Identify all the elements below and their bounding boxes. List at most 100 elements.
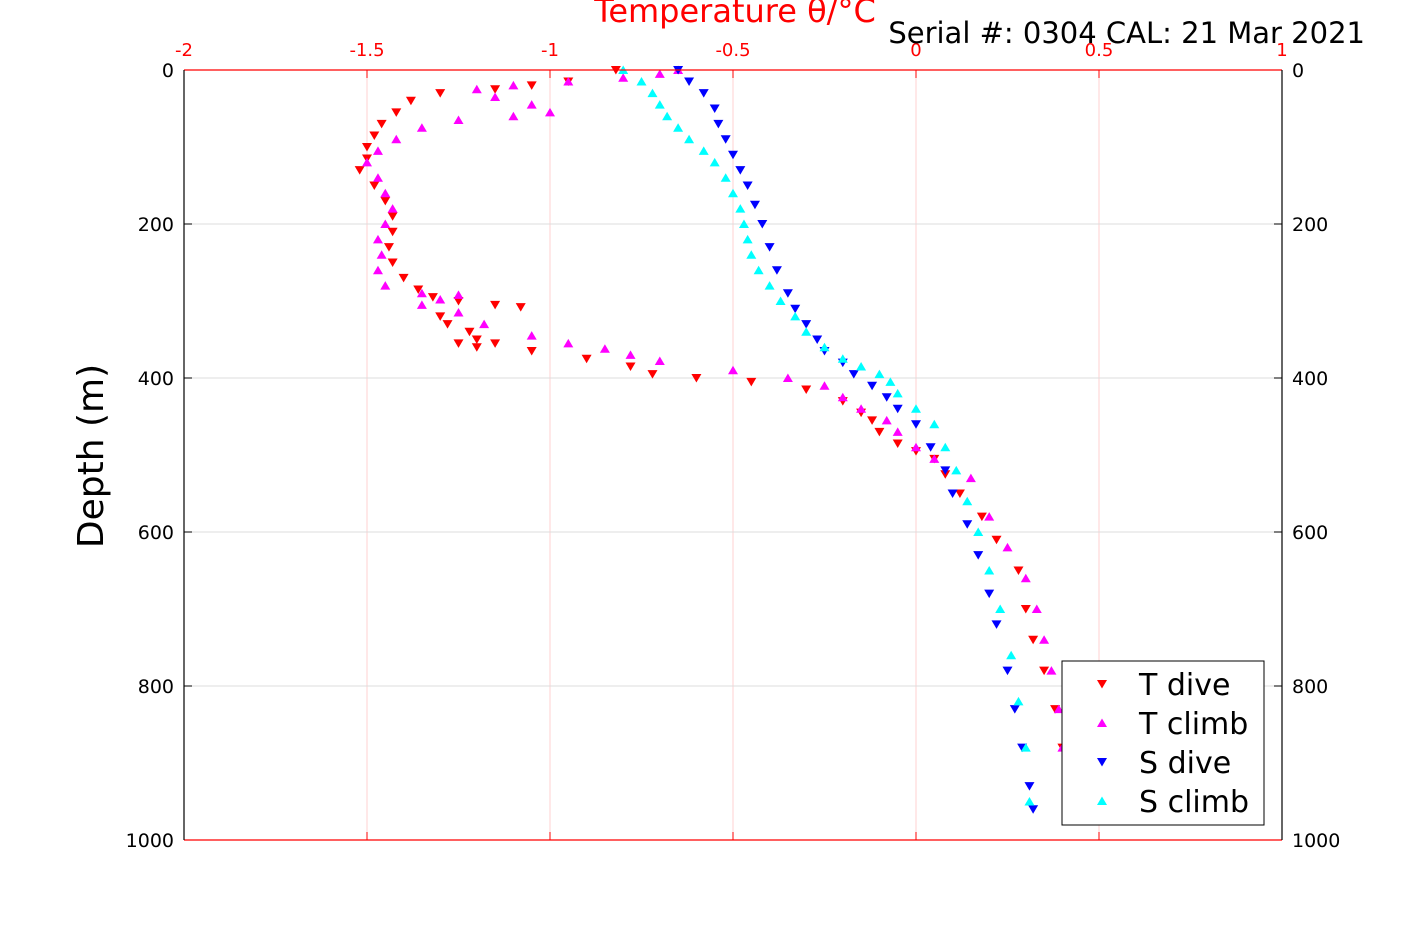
y-tick-label-left: 200 [138, 214, 174, 236]
s-dive-point [764, 243, 775, 252]
s-climb-point [764, 281, 775, 290]
s-climb-point [929, 419, 940, 429]
t-dive-point [625, 362, 636, 371]
t-climb-point [479, 319, 490, 329]
s-climb-point [1024, 797, 1035, 806]
t-climb-point [391, 134, 402, 144]
data-points [354, 65, 1068, 814]
s-dive-point [720, 135, 731, 144]
s-climb-point [728, 188, 738, 198]
x-tick-label: 1 [1276, 40, 1287, 61]
s-dive-point [771, 266, 782, 275]
t-dive-point [413, 285, 424, 294]
t-dive-point [976, 512, 987, 522]
t-dive-point [387, 227, 398, 237]
t-dive-point [442, 320, 453, 329]
t-climb-point [416, 123, 427, 132]
t-dive-point [490, 85, 501, 94]
y-tick-label-left: 0 [162, 60, 174, 82]
s-dive-point [881, 393, 892, 402]
t-climb-point [984, 512, 995, 521]
legend-box [1061, 660, 1265, 826]
t-climb-point [819, 381, 830, 390]
x-tick-label: -2 [175, 40, 193, 61]
t-dive-point [387, 258, 398, 267]
t-dive-point [746, 377, 757, 387]
s-climb-point [775, 296, 786, 305]
t-climb-point [892, 427, 903, 436]
t-dive-point [691, 374, 702, 383]
t-climb-point [490, 92, 501, 101]
t-dive-point [471, 335, 482, 344]
t-climb-point [380, 188, 391, 198]
legend: T dive T climb S dive S climb [1061, 660, 1265, 826]
t-dive-point [892, 439, 903, 448]
legend-label: S climb [1139, 785, 1249, 820]
s-climb-point [892, 388, 903, 398]
x-tick-label: -0.5 [715, 40, 750, 61]
t-climb-point [372, 173, 383, 182]
s-climb-point [801, 327, 812, 336]
s-climb-point [662, 111, 673, 121]
t-climb-point [376, 250, 387, 259]
t-climb-point [911, 442, 921, 452]
t-dive-point [405, 96, 416, 106]
s-dive-point [790, 304, 801, 314]
s-dive-point [1024, 782, 1035, 791]
t-dive-point [376, 119, 387, 129]
t-climb-point [654, 356, 665, 366]
t-climb-point [1053, 704, 1064, 714]
s-dive-point [684, 77, 695, 87]
x-tick-label: -1.5 [349, 40, 384, 61]
t-climb-point [453, 308, 464, 317]
s-dive-point [728, 150, 738, 160]
s-dive-point [962, 520, 973, 529]
t-dive-point [490, 339, 501, 348]
s-climb-point [962, 496, 973, 506]
t-dive-point [380, 196, 391, 206]
s-climb-point [995, 604, 1006, 613]
t-dive-point [387, 212, 398, 221]
t-dive-point [427, 293, 438, 302]
t-dive-point [490, 300, 501, 310]
s-dive-point [742, 181, 753, 190]
s-climb-point [698, 146, 709, 155]
t-dive-point [515, 303, 526, 312]
chart-title: Temperature θ/°C [593, 0, 876, 30]
t-dive-point [581, 354, 592, 364]
legend-label: S dive [1139, 746, 1231, 781]
s-dive-point [782, 289, 793, 298]
t-climb-point [1002, 542, 1013, 552]
s-dive-point [1009, 705, 1020, 714]
s-dive-point [892, 404, 903, 414]
s-dive-point [812, 335, 823, 344]
t-climb-point [453, 290, 464, 299]
s-climb-point [790, 311, 801, 321]
t-climb-point [837, 392, 848, 402]
t-dive-point [1020, 605, 1031, 614]
y-axis-label: Depth (m) [71, 364, 112, 548]
s-dive-point [709, 104, 720, 113]
t-climb-point [416, 288, 427, 298]
s-climb-point [984, 566, 995, 575]
legend-label: T climb [1138, 707, 1248, 742]
x-tick-label: 0 [910, 40, 921, 61]
t-dive-point [471, 343, 482, 352]
s-climb-point [673, 123, 684, 132]
s-dive-point [848, 370, 859, 379]
t-climb-point [728, 365, 738, 375]
t-climb-point [526, 100, 537, 109]
s-climb-point [1006, 650, 1017, 660]
y-tick-label-right: 1000 [1292, 830, 1340, 852]
legend-marker [1097, 758, 1107, 767]
t-dive-point [383, 243, 394, 252]
t-dive-point [867, 416, 878, 425]
s-dive-point [1002, 666, 1013, 676]
t-dive-point [369, 181, 380, 190]
s-climb-point [709, 157, 720, 167]
legend-marker [1097, 680, 1107, 689]
y-tick-label-right: 400 [1292, 368, 1328, 390]
t-climb-point [1020, 573, 1031, 583]
t-climb-point [1031, 604, 1042, 613]
